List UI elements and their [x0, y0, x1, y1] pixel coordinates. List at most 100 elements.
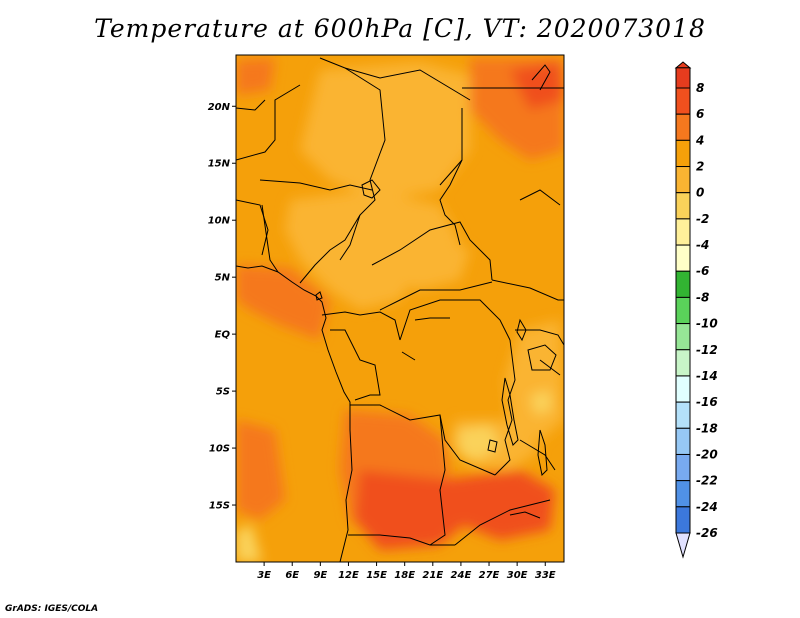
y-tick-label: 10N — [208, 216, 231, 227]
river-congo — [401, 317, 450, 361]
colorbar-label: -22 — [696, 474, 718, 488]
field-lightyellow-east — [530, 390, 552, 415]
colorbar-legend: 8 6 4 2 0 -2 -4 -6 -8 -10 -12 -14 -16 -18 -20 -22 -24 -26 — [674, 61, 718, 559]
colorbar-label: -10 — [696, 317, 718, 331]
colorbar-label: -12 — [696, 343, 718, 357]
field-warm-zambia — [355, 470, 470, 550]
colorbar-segment — [675, 375, 691, 403]
lake-mweru — [487, 439, 498, 453]
x-tick-label: 27E — [479, 570, 500, 581]
colorbar-label: -24 — [696, 500, 718, 514]
colorbar-label: -6 — [696, 264, 709, 278]
border-mali-niger — [236, 84, 301, 161]
x-tick-label: 21E — [422, 570, 443, 581]
boundaries — [236, 57, 564, 562]
field-lightyellow-sw — [236, 525, 262, 562]
colorbar-segment — [675, 323, 691, 351]
bioko-island — [315, 291, 323, 301]
border-chad-sudan-n — [439, 159, 463, 186]
border-benin-togo — [261, 204, 279, 273]
y-tick-label: EQ — [215, 330, 231, 341]
y-axis: 20N 15N 10N 5N EQ 5S 10S 15S — [208, 102, 236, 512]
colorbar-label: -18 — [696, 421, 718, 435]
x-tick-label: 6E — [285, 570, 299, 581]
lake-victoria — [527, 344, 557, 371]
border-uganda — [515, 329, 564, 346]
border-zambia-south — [454, 499, 551, 546]
border-kenya-tz — [539, 359, 561, 376]
border-chad-niger — [339, 67, 386, 261]
colorbar-label: -20 — [696, 447, 718, 461]
lake-albert — [516, 318, 527, 342]
y-tick-label: 5S — [216, 387, 230, 398]
colorbar-segment — [675, 192, 691, 220]
colorbar-segment — [675, 67, 691, 89]
colorbar-label: -16 — [696, 395, 718, 409]
lake-tanganyika — [501, 377, 519, 446]
x-tick-label: 33E — [535, 570, 556, 581]
colorbar-segment — [675, 270, 691, 298]
x-tick-label: 18E — [394, 570, 415, 581]
red-sea-coast — [531, 64, 551, 91]
x-tick-label: 12E — [338, 570, 359, 581]
colorbar-segment — [675, 139, 691, 168]
field-lightyellow-lake — [458, 425, 500, 460]
lake-kariba — [509, 511, 541, 519]
border-ethiopia — [519, 189, 561, 206]
x-axis: 3E 6E 9E 12E 15E 18E 21E 24E 27E 30E 33E — [257, 562, 556, 581]
x-tick-label: 30E — [507, 570, 528, 581]
border-niger-nigeria — [259, 179, 373, 191]
y-tick-label: 20N — [208, 102, 231, 113]
border-libya-chad — [319, 57, 471, 101]
colorbar-label: -8 — [696, 290, 709, 304]
field-warm-ne-patch — [510, 62, 564, 110]
colorbar-segment — [675, 480, 691, 508]
colorbar-top-arrow — [674, 61, 692, 69]
x-tick-label: 15E — [366, 570, 387, 581]
border-gabon-congo — [330, 329, 381, 401]
field-cool-central — [375, 235, 470, 290]
x-tick-label: 3E — [257, 570, 271, 581]
colorbar-label: -14 — [696, 369, 718, 383]
grads-credit: GrADS: IGES/COLA — [5, 604, 99, 614]
colorbar-segment — [675, 296, 691, 325]
field-warm-nw-patch — [236, 58, 275, 95]
colorbar-segment — [675, 453, 691, 482]
colorbar-segment — [675, 87, 691, 115]
colorbar-label: -26 — [696, 526, 718, 540]
colorbar-segment — [675, 349, 691, 377]
colorbar-segment — [675, 427, 691, 455]
colorbar-label: 6 — [696, 107, 704, 121]
colorbar-label: 0 — [696, 186, 704, 200]
border-angola-namibia — [348, 534, 455, 546]
field-warm-southeast — [440, 470, 555, 540]
colorbar-segment — [675, 166, 691, 194]
field-warm-west-bl — [236, 420, 285, 520]
colorbar-label: -4 — [696, 238, 709, 252]
colorbar-segment — [675, 401, 691, 429]
y-tick-label: 15S — [209, 501, 230, 512]
border-mali-mauritania — [236, 99, 266, 111]
lake-malawi — [537, 429, 548, 477]
map-frame — [235, 54, 565, 563]
temperature-field — [236, 55, 564, 562]
colorbar-segment — [675, 218, 691, 246]
border-car-south — [379, 281, 493, 311]
field-cool-sahara-east — [300, 62, 470, 200]
field-warm-gulf — [236, 265, 330, 340]
border-tanzania-zambia — [519, 439, 556, 471]
chart-title: Temperature at 600hPa [C], VT: 202007301… — [94, 14, 706, 43]
x-tick-label: 24E — [451, 570, 472, 581]
y-tick-label: 5N — [215, 273, 231, 284]
y-tick-label: 10S — [209, 444, 230, 455]
y-tick-label: 15N — [208, 159, 231, 170]
colorbar-segment — [675, 113, 691, 141]
colorbar-bottom-arrow — [675, 532, 691, 559]
x-tick-label: 9E — [313, 570, 327, 581]
border-sudan-south — [491, 279, 564, 301]
field-cool-chad-cameroon — [285, 190, 460, 310]
border-cameroon-south — [321, 311, 401, 341]
border-drc-north — [399, 299, 511, 341]
colorbar-label: 8 — [696, 81, 704, 95]
